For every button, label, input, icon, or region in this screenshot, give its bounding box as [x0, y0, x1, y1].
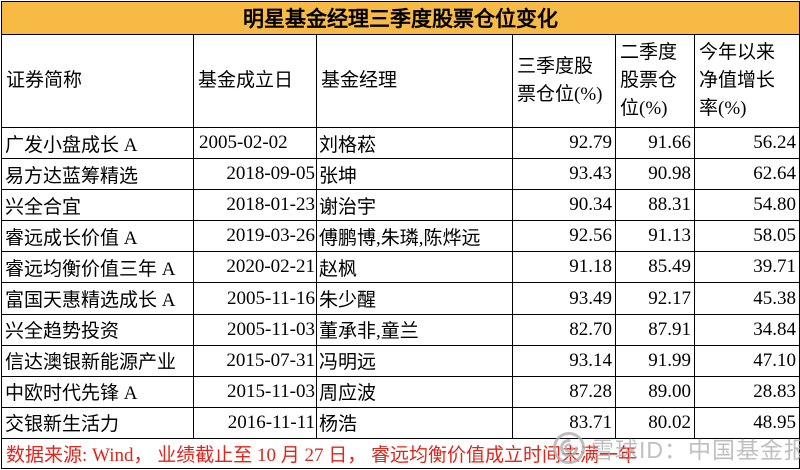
table-title: 明星基金经理三季度股票仓位变化	[1, 1, 800, 35]
cell-ytd-return: 28.83	[694, 375, 800, 408]
cell-q2-position: 80.02	[615, 406, 695, 440]
cell-ytd-return: 34.84	[694, 313, 800, 346]
cell-inception-date: 2018-01-23	[193, 189, 317, 222]
cell-q2-position: 90.98	[615, 158, 695, 191]
cell-q3-position: 93.43	[512, 158, 616, 191]
cell-security-name: 信达澳银新能源产业	[1, 344, 194, 377]
cell-manager: 朱少醒	[316, 282, 513, 315]
title-row: 明星基金经理三季度股票仓位变化	[1, 1, 800, 35]
table-row: 易方达蓝筹精选 2018-09-05 张坤 93.43 90.98 62.64	[1, 158, 800, 191]
cell-security-name: 易方达蓝筹精选	[1, 158, 194, 191]
cell-security-name: 睿远成长价值 A	[1, 220, 194, 253]
cell-q3-position: 90.34	[512, 189, 616, 222]
cell-inception-date: 2018-09-05	[193, 158, 317, 191]
cell-manager: 杨浩	[316, 406, 513, 440]
footer-row: 数据来源: Wind， 业绩截止至 10 月 27 日， 睿远均衡价值成立时间未…	[1, 438, 800, 469]
col-header-inception-date: 基金成立日	[193, 34, 317, 128]
cell-manager: 赵枫	[316, 251, 513, 284]
col-header-ytd-return: 今年以来 净值增长 率(%)	[694, 34, 800, 128]
cell-manager: 董承非,童兰	[316, 313, 513, 346]
col-header-q2-position: 二季度 股票仓 位(%)	[615, 34, 695, 128]
cell-q2-position: 87.91	[615, 313, 695, 346]
cell-q3-position: 93.49	[512, 282, 616, 315]
cell-ytd-return: 58.05	[694, 220, 800, 253]
cell-q2-position: 89.00	[615, 375, 695, 408]
cell-inception-date: 2016-11-11	[193, 406, 317, 440]
table-row: 睿远成长价值 A 2019-03-26 傅鹏博,朱璘,陈烨远 92.56 91.13 58…	[1, 220, 800, 253]
table-row: 富国天惠精选成长 A 2005-11-16 朱少醒 93.49 92.17 45.38	[1, 282, 800, 315]
table-row: 兴全合宜 2018-01-23 谢治宇 90.34 88.31 54.80	[1, 189, 800, 222]
cell-q3-position: 83.71	[512, 406, 616, 440]
cell-ytd-return: 39.71	[694, 251, 800, 284]
cell-q3-position: 91.18	[512, 251, 616, 284]
cell-security-name: 兴全趋势投资	[1, 313, 194, 346]
cell-q2-position: 88.31	[615, 189, 695, 222]
cell-manager: 冯明远	[316, 344, 513, 377]
cell-q2-position: 91.99	[615, 344, 695, 377]
cell-manager: 刘格菘	[316, 126, 513, 160]
table-row: 信达澳银新能源产业 2015-07-31 冯明远 93.14 91.99 47.10	[1, 344, 800, 377]
cell-inception-date: 2020-02-21	[193, 251, 317, 284]
cell-q3-position: 87.28	[512, 375, 616, 408]
header-row: 证券简称 基金成立日 基金经理 三季度股 票仓位(%) 二季度 股票仓 位(%)…	[1, 34, 800, 128]
cell-q2-position: 91.13	[615, 220, 695, 253]
cell-manager: 周应波	[316, 375, 513, 408]
cell-security-name: 富国天惠精选成长 A	[1, 282, 194, 315]
cell-q3-position: 93.14	[512, 344, 616, 377]
cell-inception-date: 2005-11-03	[193, 313, 317, 346]
table-row: 睿远均衡价值三年 A 2020-02-21 赵枫 91.18 85.49 39.71	[1, 251, 800, 284]
table-row: 交银新生活力 2016-11-11 杨浩 83.71 80.02 48.95	[1, 406, 800, 440]
col-header-q3-position: 三季度股 票仓位(%)	[512, 34, 616, 128]
cell-ytd-return: 48.95	[694, 406, 800, 440]
data-source-note: 数据来源: Wind， 业绩截止至 10 月 27 日， 睿远均衡价值成立时间未…	[1, 438, 800, 469]
cell-inception-date: 2015-07-31	[193, 344, 317, 377]
cell-inception-date: 2019-03-26	[193, 220, 317, 253]
cell-q2-position: 85.49	[615, 251, 695, 284]
cell-q3-position: 92.79	[512, 126, 616, 160]
cell-ytd-return: 45.38	[694, 282, 800, 315]
table-row: 兴全趋势投资 2005-11-03 董承非,童兰 82.70 87.91 34.84	[1, 313, 800, 346]
col-header-fund-manager: 基金经理	[316, 34, 513, 128]
cell-inception-date: 2005-11-16	[193, 282, 317, 315]
cell-inception-date: 2015-11-03	[193, 375, 317, 408]
cell-ytd-return: 47.10	[694, 344, 800, 377]
cell-security-name: 中欧时代先锋 A	[1, 375, 194, 408]
cell-q2-position: 92.17	[615, 282, 695, 315]
cell-ytd-return: 62.64	[694, 158, 800, 191]
cell-inception-date: 2005-02-02	[193, 126, 317, 160]
cell-security-name: 兴全合宜	[1, 189, 194, 222]
table-row: 广发小盘成长 A 2005-02-02 刘格菘 92.79 91.66 56.24	[1, 126, 800, 160]
table-body: 广发小盘成长 A 2005-02-02 刘格菘 92.79 91.66 56.24 易方达蓝…	[1, 126, 800, 440]
cell-security-name: 广发小盘成长 A	[1, 126, 194, 160]
col-header-security-name: 证券简称	[1, 34, 194, 128]
cell-q3-position: 92.56	[512, 220, 616, 253]
cell-manager: 张坤	[316, 158, 513, 191]
cell-ytd-return: 56.24	[694, 126, 800, 160]
cell-ytd-return: 54.80	[694, 189, 800, 222]
cell-q2-position: 91.66	[615, 126, 695, 160]
cell-security-name: 睿远均衡价值三年 A	[1, 251, 194, 284]
table-row: 中欧时代先锋 A 2015-11-03 周应波 87.28 89.00 28.83	[1, 375, 800, 408]
cell-security-name: 交银新生活力	[1, 406, 194, 440]
cell-manager: 谢治宇	[316, 189, 513, 222]
cell-manager: 傅鹏博,朱璘,陈烨远	[316, 220, 513, 253]
cell-q3-position: 82.70	[512, 313, 616, 346]
